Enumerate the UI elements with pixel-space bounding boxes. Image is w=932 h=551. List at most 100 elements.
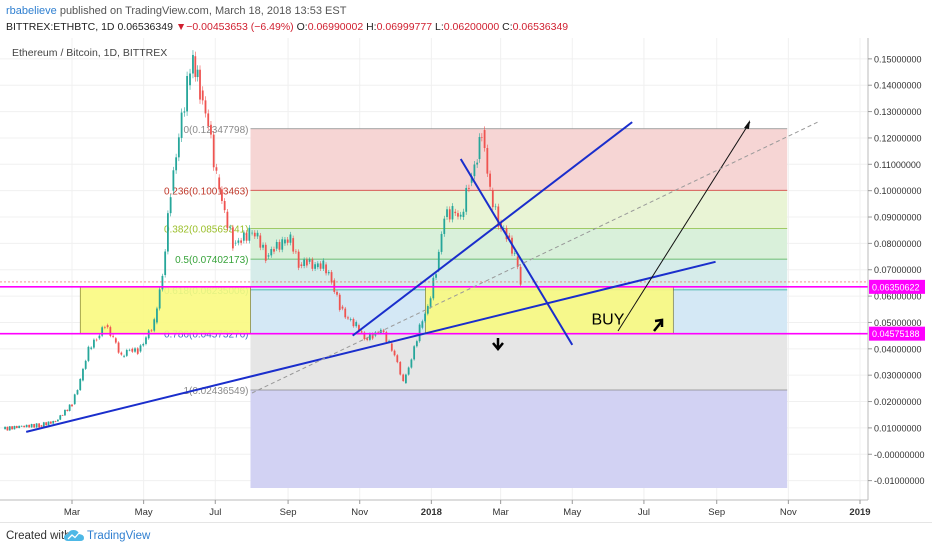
- candle-body: [454, 211, 457, 214]
- drawn-arrows[interactable]: [251, 120, 819, 394]
- trendline[interactable]: [459, 158, 574, 346]
- candle-body: [240, 240, 243, 243]
- symbol-label: BITTREX:ETHBTC, 1D: [6, 21, 115, 33]
- candle-body: [251, 232, 253, 234]
- price-tick-label: 0.07000000: [874, 265, 922, 275]
- candle-body: [494, 206, 497, 208]
- candle-body: [476, 162, 479, 165]
- candle-body: [192, 54, 194, 74]
- candle-body: [295, 251, 297, 253]
- candle-body: [429, 298, 432, 307]
- candle-body: [71, 404, 73, 407]
- candle-body: [502, 228, 505, 229]
- candle-body: [164, 251, 167, 276]
- candle-body: [448, 209, 451, 220]
- up-arrow-icon: [653, 318, 664, 332]
- tradingview-cloud-icon: [64, 530, 84, 541]
- candle-body: [221, 189, 223, 201]
- candle-body: [275, 242, 278, 249]
- candle-body: [491, 190, 494, 208]
- candle-body: [153, 319, 156, 331]
- candle-body: [308, 259, 311, 262]
- candle-body: [248, 227, 251, 241]
- candle-body: [4, 426, 6, 430]
- candle-body: [470, 176, 473, 183]
- candle-body: [158, 289, 161, 309]
- price-tick-label: 0.05000000: [874, 318, 922, 328]
- candle-body: [177, 137, 180, 158]
- trendlines[interactable]: [25, 121, 716, 433]
- candle-body: [336, 291, 338, 295]
- candle-body: [382, 330, 385, 333]
- candle-body: [314, 264, 316, 269]
- horizontal-levels[interactable]: [0, 281, 868, 335]
- time-tick-label: Nov: [351, 507, 368, 518]
- price-series: [4, 50, 522, 431]
- fib-level-label: 0.236(0.10013463): [164, 186, 249, 197]
- candle-body: [316, 263, 319, 268]
- candle-body: [98, 335, 101, 339]
- fib-retracement[interactable]: 0(0.12347798) 0.236(0.10013463) 0.382(0.08…: [164, 125, 788, 488]
- price-tick-label: 0.11000000: [874, 160, 921, 170]
- buy-zone-rect[interactable]: [79, 286, 251, 334]
- candle-body: [6, 426, 9, 431]
- price-tick-label: 0.12000000: [874, 133, 922, 143]
- candle-body: [28, 424, 31, 428]
- buy-annotation[interactable]: BUY: [592, 312, 625, 329]
- trendline[interactable]: [25, 260, 716, 433]
- trendline[interactable]: [352, 121, 633, 337]
- candle-body: [366, 338, 369, 340]
- candle-body: [196, 69, 199, 78]
- open-label: O:: [296, 21, 308, 33]
- candle-body: [33, 424, 36, 428]
- time-axis[interactable]: Mar May Jul Sep Nov 2018 Mar May Jul Sep Nov 2019: [64, 500, 871, 518]
- time-tick-label: May: [135, 507, 153, 518]
- candle-body: [38, 423, 41, 428]
- candle-body: [167, 213, 169, 252]
- level-price-tag: [869, 326, 925, 341]
- price-chart[interactable]: 0(0.12347798) 0.236(0.10013463) 0.382(0.08…: [0, 38, 932, 522]
- price-tick-label: 0.08000000: [874, 239, 922, 249]
- candle-body: [156, 308, 158, 323]
- fib-level-label: 0.786(0.04573276): [164, 330, 249, 341]
- ohlc-legend: BITTREX:ETHBTC, 1D 0.06536349 ▼−0.004536…: [6, 21, 568, 33]
- candle-body: [47, 421, 50, 426]
- price-tick-label: 0.01000000: [874, 423, 922, 433]
- chart-header: rbabelieve published on TradingView.com,…: [0, 0, 932, 38]
- buy-zone-rect[interactable]: [425, 286, 674, 334]
- candle-body: [286, 239, 289, 243]
- tradingview-brand-link[interactable]: TradingView: [87, 530, 151, 542]
- candle-body: [437, 251, 440, 270]
- candle-body: [363, 332, 366, 340]
- candle-body: [262, 244, 264, 248]
- time-tick-label: Mar: [64, 507, 80, 518]
- price-axis[interactable]: 0.15000000 0.14000000 0.13000000 0.12000000…: [868, 54, 925, 486]
- candle-body: [489, 173, 491, 187]
- candle-body: [103, 327, 106, 328]
- candle-body: [145, 337, 147, 344]
- price-tick-label: 0.03000000: [874, 371, 922, 381]
- candle-body: [311, 259, 314, 269]
- candle-body: [410, 359, 413, 368]
- chart-footer: Created with TradingView: [0, 522, 932, 551]
- candle-body: [385, 332, 388, 342]
- candle-body: [480, 137, 483, 138]
- candle-body: [264, 244, 267, 261]
- candle-body: [52, 421, 55, 424]
- yellow-zones[interactable]: [79, 286, 674, 334]
- close-label: C:: [502, 21, 513, 33]
- candle-body: [407, 367, 410, 375]
- candle-body: [125, 350, 128, 356]
- author-link[interactable]: rbabelieve: [6, 5, 57, 17]
- candle-body: [194, 56, 197, 78]
- price-tick-label: -0.00000000: [874, 450, 925, 460]
- candle-body: [349, 319, 352, 320]
- projection-arrow[interactable]: [617, 121, 751, 332]
- candle-body: [305, 259, 308, 266]
- candle-body: [231, 227, 234, 249]
- candle-body: [281, 239, 284, 250]
- candle-body: [300, 264, 303, 266]
- candle-body: [273, 249, 275, 252]
- candle-body: [278, 242, 281, 250]
- candle-body: [90, 347, 93, 349]
